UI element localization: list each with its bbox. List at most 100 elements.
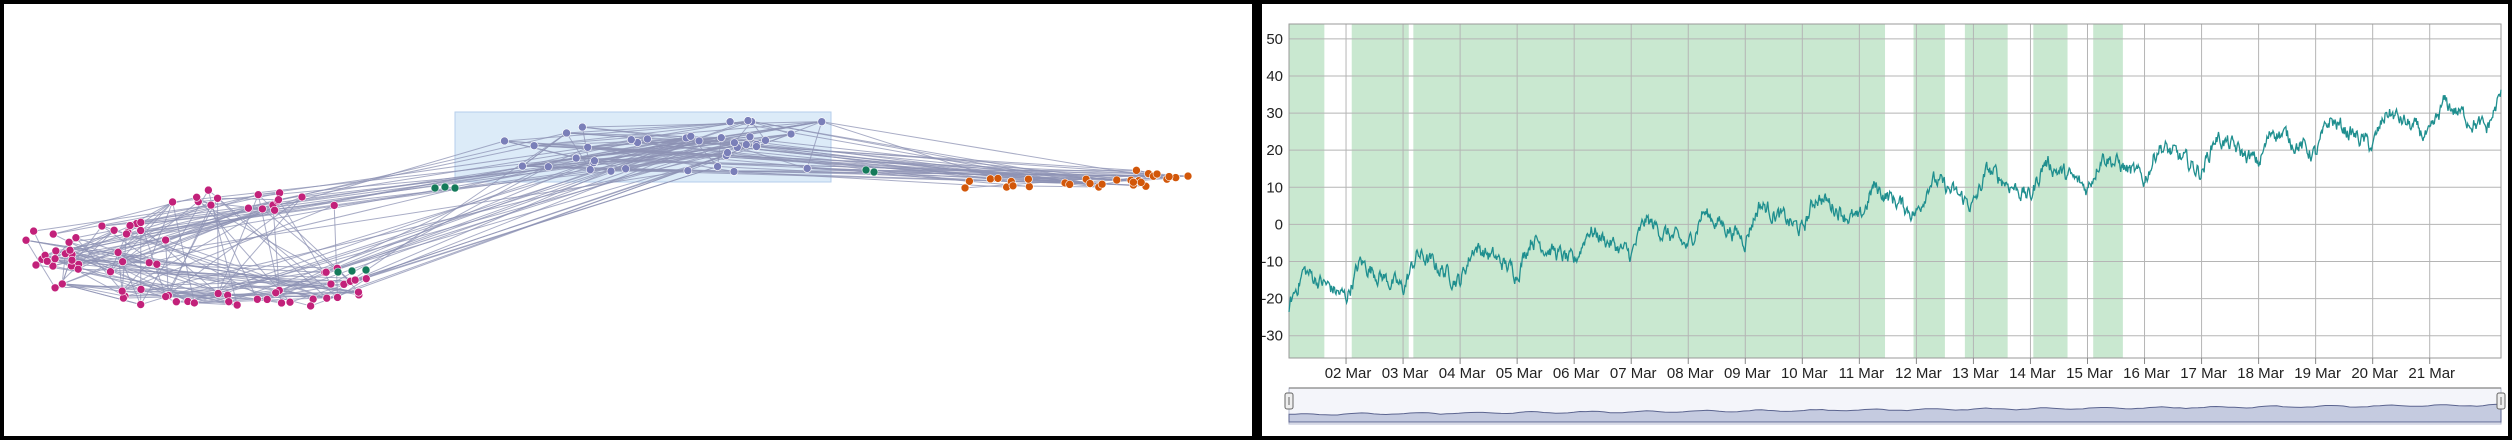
network-node[interactable] bbox=[136, 300, 145, 309]
network-node[interactable] bbox=[118, 257, 127, 266]
network-node[interactable] bbox=[1164, 172, 1174, 181]
network-node[interactable] bbox=[274, 195, 283, 205]
network-node[interactable] bbox=[869, 167, 879, 177]
network-node[interactable] bbox=[213, 289, 223, 298]
network-node[interactable] bbox=[322, 293, 332, 303]
network-node[interactable] bbox=[1152, 169, 1162, 179]
network-node[interactable] bbox=[333, 267, 343, 277]
network-node[interactable] bbox=[136, 218, 146, 227]
network-node[interactable] bbox=[192, 192, 201, 202]
network-node[interactable] bbox=[713, 162, 722, 171]
network-node[interactable] bbox=[430, 183, 440, 193]
network-node[interactable] bbox=[206, 200, 216, 210]
network-node[interactable] bbox=[621, 164, 630, 174]
network-node[interactable] bbox=[51, 246, 61, 256]
network-node[interactable] bbox=[297, 192, 307, 202]
network-node[interactable] bbox=[321, 267, 331, 277]
network-node[interactable] bbox=[270, 205, 279, 215]
network-node[interactable] bbox=[57, 279, 67, 289]
network-node[interactable] bbox=[500, 136, 509, 146]
network-node[interactable] bbox=[113, 248, 123, 257]
network-node[interactable] bbox=[253, 190, 263, 199]
network-node[interactable] bbox=[224, 297, 234, 306]
network-node[interactable] bbox=[168, 197, 177, 207]
network-node[interactable] bbox=[213, 193, 222, 203]
network-node[interactable] bbox=[716, 133, 726, 142]
network-node[interactable] bbox=[861, 165, 871, 175]
network-node[interactable] bbox=[306, 301, 315, 311]
network-node[interactable] bbox=[65, 245, 75, 255]
network-node[interactable] bbox=[745, 132, 755, 142]
network-node[interactable] bbox=[71, 233, 81, 243]
network-node[interactable] bbox=[786, 129, 796, 139]
network-node[interactable] bbox=[802, 164, 812, 173]
network-node[interactable] bbox=[161, 235, 170, 245]
network-node[interactable] bbox=[986, 174, 995, 184]
network-node[interactable] bbox=[50, 254, 60, 264]
network-node[interactable] bbox=[729, 167, 739, 176]
network-node[interactable] bbox=[258, 204, 267, 214]
network-node[interactable] bbox=[271, 288, 281, 298]
network-node[interactable] bbox=[361, 274, 371, 283]
network-node[interactable] bbox=[643, 134, 652, 144]
network-node[interactable] bbox=[571, 153, 581, 163]
network-node[interactable] bbox=[190, 298, 199, 308]
network-node[interactable] bbox=[741, 140, 751, 149]
network-node[interactable] bbox=[694, 136, 704, 146]
network-node[interactable] bbox=[136, 285, 146, 294]
network-node[interactable] bbox=[122, 229, 131, 239]
network-node[interactable] bbox=[960, 183, 970, 193]
network-node[interactable] bbox=[1065, 180, 1074, 189]
network-node[interactable] bbox=[109, 225, 119, 235]
network-node[interactable] bbox=[204, 185, 213, 195]
network-node[interactable] bbox=[161, 292, 170, 301]
network-node[interactable] bbox=[1008, 181, 1018, 191]
network-node[interactable] bbox=[1112, 175, 1122, 185]
network-node[interactable] bbox=[329, 201, 339, 210]
network-node[interactable] bbox=[1097, 179, 1107, 189]
network-node[interactable] bbox=[562, 128, 571, 138]
network-node[interactable] bbox=[450, 183, 460, 193]
network-node[interactable] bbox=[1136, 178, 1146, 187]
network-node[interactable] bbox=[67, 255, 77, 265]
network-node[interactable] bbox=[1025, 182, 1034, 191]
network-node[interactable] bbox=[21, 235, 31, 245]
network-node[interactable] bbox=[333, 293, 342, 302]
network-node[interactable] bbox=[730, 138, 739, 147]
network-node[interactable] bbox=[626, 135, 636, 144]
network-node[interactable] bbox=[97, 221, 107, 231]
network-node[interactable] bbox=[350, 275, 360, 285]
network-node[interactable] bbox=[725, 117, 735, 126]
network-node[interactable] bbox=[347, 266, 357, 276]
network-node[interactable] bbox=[285, 297, 295, 307]
network-node[interactable] bbox=[743, 116, 753, 125]
network-node[interactable] bbox=[993, 174, 1003, 183]
network-node[interactable] bbox=[144, 258, 154, 267]
network-node[interactable] bbox=[361, 265, 371, 275]
network-node[interactable] bbox=[50, 283, 60, 293]
network-node[interactable] bbox=[723, 148, 732, 157]
network-node[interactable] bbox=[42, 256, 52, 266]
network-node[interactable] bbox=[578, 122, 587, 132]
network-node[interactable] bbox=[326, 279, 336, 289]
network-node[interactable] bbox=[544, 162, 553, 171]
network-node[interactable] bbox=[253, 294, 262, 304]
network-node[interactable] bbox=[817, 117, 827, 126]
network-node[interactable] bbox=[1132, 166, 1141, 175]
network-node[interactable] bbox=[1129, 177, 1138, 187]
network-node[interactable] bbox=[244, 203, 253, 213]
network-node[interactable] bbox=[1024, 174, 1033, 184]
network-node[interactable] bbox=[440, 182, 450, 192]
network-node[interactable] bbox=[529, 141, 539, 150]
network-node[interactable] bbox=[583, 142, 593, 152]
network-node[interactable] bbox=[277, 298, 286, 308]
network-nodes[interactable] bbox=[21, 116, 1193, 311]
network-node[interactable] bbox=[64, 237, 74, 247]
network-node[interactable] bbox=[73, 264, 83, 274]
network-node[interactable] bbox=[152, 259, 162, 269]
network-node[interactable] bbox=[1085, 179, 1095, 188]
network-node[interactable] bbox=[136, 226, 145, 235]
network-node[interactable] bbox=[965, 176, 974, 186]
network-node[interactable] bbox=[172, 297, 181, 307]
network-node[interactable] bbox=[518, 161, 527, 171]
